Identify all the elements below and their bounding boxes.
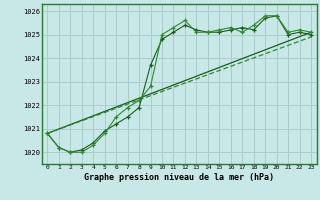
- X-axis label: Graphe pression niveau de la mer (hPa): Graphe pression niveau de la mer (hPa): [84, 173, 274, 182]
